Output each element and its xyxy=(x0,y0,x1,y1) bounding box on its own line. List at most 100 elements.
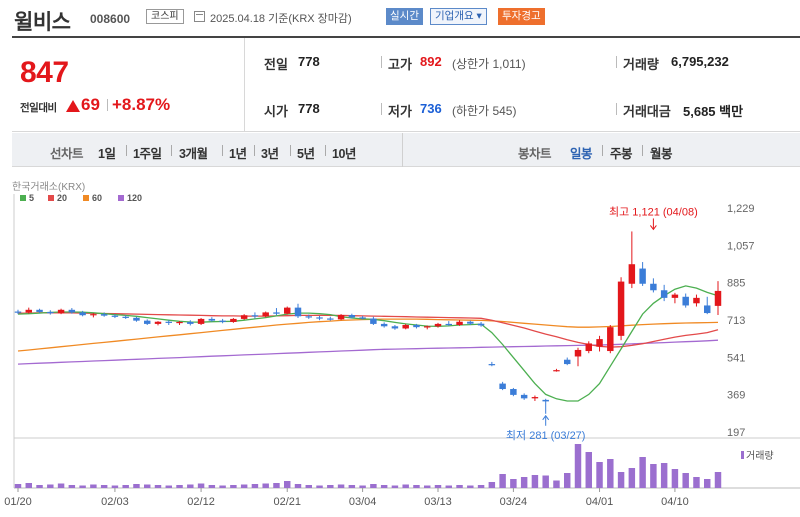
volume-bar xyxy=(660,463,668,488)
x-tick-label: 04/10 xyxy=(661,496,689,508)
volume-bar xyxy=(327,485,334,488)
volume-bar xyxy=(488,482,496,488)
range-3m[interactable]: 3개월 xyxy=(179,147,208,161)
volume-bar xyxy=(477,485,485,488)
open-value: 778 xyxy=(298,101,320,116)
candle-body xyxy=(79,312,86,316)
x-tick-label: 01/20 xyxy=(4,496,32,508)
candle-body xyxy=(682,296,689,306)
volume-bar xyxy=(25,483,32,488)
range-3y[interactable]: 3년 xyxy=(261,147,279,161)
candle-body xyxy=(574,349,582,357)
candle-body xyxy=(499,383,506,390)
period-monthly[interactable]: 월봉 xyxy=(650,147,673,161)
volume-bar xyxy=(100,485,108,488)
volume-bar xyxy=(704,479,711,488)
volume-bar xyxy=(133,484,140,488)
amount-label: 거래대금 xyxy=(623,104,671,119)
candle-body xyxy=(370,318,377,324)
candle-body xyxy=(714,290,722,306)
company-overview-button[interactable]: 기업개요 ▾ xyxy=(430,8,487,25)
volume-legend-swatch xyxy=(741,451,744,459)
volume-bar xyxy=(273,483,280,488)
volume-bar xyxy=(337,484,345,488)
investment-warning-badge[interactable]: 투자경고 xyxy=(498,8,545,25)
line-chart-label[interactable]: 선차트 xyxy=(50,147,84,161)
volume-bar xyxy=(467,485,474,488)
y-tick-label: 1,229 xyxy=(727,203,755,215)
candle-body xyxy=(305,316,312,318)
candle-body xyxy=(617,281,625,336)
volume-bar xyxy=(79,485,86,488)
candle-body xyxy=(402,324,409,329)
divider xyxy=(107,99,108,111)
legend-label-120: 120 xyxy=(127,193,142,203)
candle-body xyxy=(585,343,592,352)
range-1w[interactable]: 1주일 xyxy=(133,147,162,161)
market-badge: 코스피 xyxy=(146,9,184,24)
divider xyxy=(325,145,326,156)
volume-bar xyxy=(219,485,226,488)
candle-body xyxy=(456,321,463,325)
candle-body xyxy=(413,324,420,328)
candlestick-chart[interactable]: 한국거래소(KRX) 5 20 60 120 197 369 541 713 885 1,057… xyxy=(0,170,800,517)
amount-value: 5,685 백만 xyxy=(683,104,744,119)
volume-bar xyxy=(553,480,560,488)
ma-legend: 5 20 60 120 xyxy=(20,193,142,203)
volume-bars: 거래량 xyxy=(14,444,774,488)
volume-bar xyxy=(90,484,97,488)
candle-body xyxy=(564,359,571,365)
candle-body xyxy=(122,316,129,318)
y-tick-label: 541 xyxy=(727,352,745,364)
low-value: 736 xyxy=(420,101,442,116)
range-1y[interactable]: 1년 xyxy=(229,147,247,161)
stock-name: 윌비스 xyxy=(14,11,71,34)
y-tick-label: 885 xyxy=(727,278,745,290)
volume-bar xyxy=(111,485,119,488)
candle-body xyxy=(111,315,119,317)
high-annotation: 최고 1,121 (04/08) xyxy=(609,205,698,218)
candle-body xyxy=(531,397,539,399)
volume-bar xyxy=(607,459,614,488)
divider xyxy=(402,133,403,167)
period-weekly[interactable]: 주봉 xyxy=(610,147,633,161)
legend-swatch xyxy=(118,195,124,201)
candle-chart-label[interactable]: 봉차트 xyxy=(518,147,552,161)
range-10y[interactable]: 10년 xyxy=(332,147,356,161)
candle-body xyxy=(488,364,496,366)
volume-bar xyxy=(650,464,657,488)
volume-bar xyxy=(359,485,366,488)
candle-body xyxy=(133,317,140,321)
divider xyxy=(244,38,245,132)
candle-body xyxy=(262,312,269,317)
annotations: 최고 1,121 (04/08) 최저 281 (03/27) xyxy=(506,205,698,441)
price-summary: 847 전일대비 69 +8.87% 전일 778 고가 892 (상한가 1,… xyxy=(12,36,800,132)
volume-bar xyxy=(294,484,302,488)
ma5-line xyxy=(17,285,719,402)
volume-bar xyxy=(284,481,291,488)
candle-body xyxy=(36,309,43,312)
volume-bar xyxy=(434,485,442,488)
range-5y[interactable]: 5년 xyxy=(297,147,315,161)
range-1d[interactable]: 1일 xyxy=(98,147,116,161)
candle-body xyxy=(197,318,205,324)
volume-bar xyxy=(187,484,194,488)
candle-body xyxy=(219,320,226,322)
volume-bar xyxy=(564,473,571,488)
divider xyxy=(381,56,382,68)
volume-value: 6,795,232 xyxy=(671,54,729,69)
candle-body xyxy=(650,283,657,291)
chart-toolbar: 선차트 1일 1주일 3개월 1년 3년 5년 10년 봉차트 일봉 주봉 월봉 xyxy=(12,133,800,167)
candle-body xyxy=(704,305,711,314)
x-tick-label: 03/24 xyxy=(500,496,528,508)
volume-bar xyxy=(316,485,323,488)
period-daily[interactable]: 일봉 xyxy=(570,147,593,161)
volume-bar xyxy=(68,485,76,488)
divider xyxy=(290,145,291,156)
y-tick-label: 713 xyxy=(727,315,745,327)
volume-bar xyxy=(240,484,248,488)
divider xyxy=(616,103,617,115)
x-tick-label: 02/21 xyxy=(273,496,301,508)
realtime-button[interactable]: 실시간 xyxy=(386,8,423,25)
volume-bar xyxy=(197,483,205,488)
